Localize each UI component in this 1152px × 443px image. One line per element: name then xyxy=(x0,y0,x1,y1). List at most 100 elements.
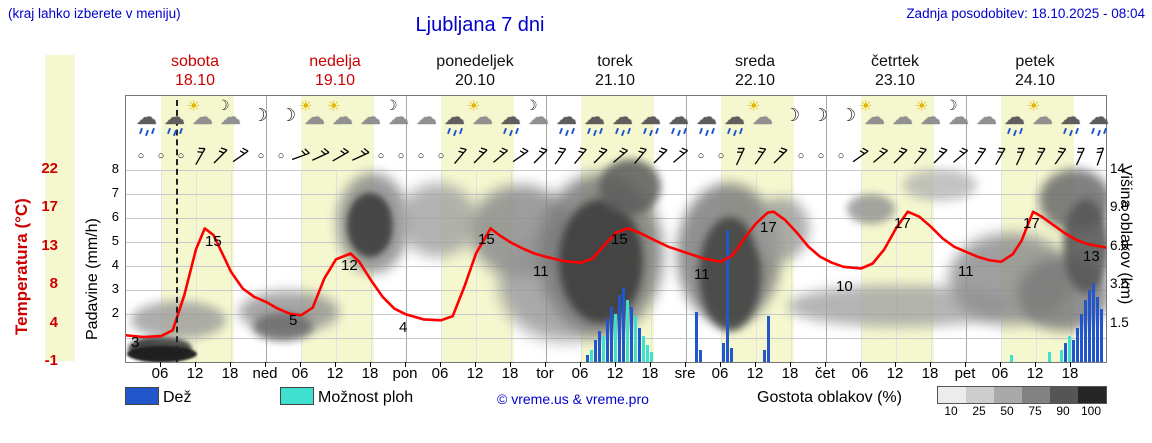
cloud-icon: ☁ xyxy=(413,97,441,143)
calm-wind-icon: ○ xyxy=(697,150,705,162)
moon-glyph: ☽ xyxy=(525,97,538,113)
rain-icon: ☁ xyxy=(693,97,721,143)
x-axis-tick-mark xyxy=(335,362,336,367)
wind-barb-icon xyxy=(910,146,932,168)
wind-barb-icon xyxy=(1068,144,1094,170)
x-axis-tick-mark xyxy=(440,362,441,367)
density-segment xyxy=(1078,387,1106,403)
temperature-value-label: 3 xyxy=(131,334,140,351)
sun-glyph: ☀ xyxy=(187,98,201,115)
wind-barb-glyph xyxy=(933,147,948,164)
x-axis-tick-label: čet xyxy=(814,365,835,382)
wind-barb-glyph xyxy=(735,147,745,166)
precipitation-tick-label: 2 xyxy=(111,305,119,320)
raindrop-glyph xyxy=(587,127,591,135)
density-tick-label: 75 xyxy=(1028,404,1042,418)
precipitation-tick-label: 6 xyxy=(111,209,119,224)
raindrop-glyph xyxy=(559,127,563,135)
raindrop-glyph xyxy=(655,127,659,135)
wind-barb-icon xyxy=(490,146,512,168)
precipitation-tick-label: 3 xyxy=(111,281,119,296)
temperature-value-label: 11 xyxy=(533,263,549,280)
temperature-tick-label: 8 xyxy=(49,275,58,293)
wind-barb-icon xyxy=(969,145,992,168)
wind-barb-icon xyxy=(189,145,213,169)
rain-bar xyxy=(610,306,613,362)
rain-icon: ☁ xyxy=(161,97,189,143)
cloud-glyph: ☁ xyxy=(444,106,465,129)
raindrop-glyph xyxy=(615,127,619,135)
cloud-glyph: ☁ xyxy=(668,106,689,129)
raindrop-glyph xyxy=(677,129,681,137)
sun-cloud-icon: ☀ ☁ xyxy=(467,97,497,143)
temperature-value-label: 11 xyxy=(958,263,974,280)
temperature-tick-label: -1 xyxy=(44,352,58,369)
x-axis-tick-label: 06 xyxy=(431,365,449,382)
x-axis-tick-mark xyxy=(1000,362,1001,367)
x-axis-tick-mark xyxy=(160,362,161,367)
raindrop-glyph xyxy=(727,127,731,135)
rain-icon: ☁ xyxy=(665,97,693,143)
day-name: sreda xyxy=(734,53,776,70)
temperature-value-label: 4 xyxy=(399,319,408,336)
rain-icon: ☁ xyxy=(609,97,637,143)
x-axis-tick-label: sre xyxy=(674,365,696,382)
cloud-glyph: ☁ xyxy=(164,106,185,129)
x-axis-tick-mark xyxy=(825,362,826,367)
rain-icon: ☁ xyxy=(497,97,525,143)
wind-barb-glyph xyxy=(953,147,969,163)
wind-barb-icon xyxy=(308,144,334,170)
calm-wind-icon: ○ xyxy=(137,150,145,162)
rain-bar xyxy=(1088,290,1091,362)
raindrop-glyph xyxy=(1097,129,1101,137)
sun-glyph: ☀ xyxy=(915,98,929,115)
wind-barb-glyph xyxy=(454,147,467,165)
wind-barb-icon xyxy=(1088,144,1115,171)
raindrop-glyph xyxy=(139,127,143,135)
rain-bar xyxy=(730,347,733,362)
now-marker-line xyxy=(175,100,178,362)
cloud-glyph: ☁ xyxy=(304,106,325,129)
wind-barb-glyph xyxy=(312,148,330,161)
x-axis-tick-label: 12 xyxy=(186,365,204,382)
temperature-value-label: 13 xyxy=(1083,248,1100,265)
raindrop-glyph xyxy=(173,129,177,137)
x-axis-tick-label: ned xyxy=(252,365,278,382)
density-segment xyxy=(1022,387,1050,403)
wind-barb-glyph xyxy=(673,147,689,163)
temperature-value-label: 15 xyxy=(611,231,628,248)
cloud-glyph: ☁ xyxy=(388,106,409,129)
wind-barb-icon xyxy=(570,146,592,168)
moon-icon: ☽ xyxy=(833,97,861,143)
cloud-glyph: ☁ xyxy=(640,106,661,129)
cloud-glyph: ☁ xyxy=(472,106,493,129)
x-axis-tick-label: 06 xyxy=(851,365,869,382)
wind-barb-icon xyxy=(950,146,972,168)
day-name: torek xyxy=(597,53,633,70)
sun-cloud-icon: ☀ ☁ xyxy=(859,97,889,143)
cloud-cover-blob xyxy=(347,193,393,257)
raindrop-glyph xyxy=(503,127,507,135)
rain-icon: ☁ xyxy=(441,97,469,143)
x-axis-tick-mark xyxy=(755,362,756,367)
rain-icon: ☁ xyxy=(1057,97,1085,143)
x-axis-tick-mark xyxy=(720,362,721,367)
density-tick-label: 50 xyxy=(1000,404,1014,418)
wind-barb-icon xyxy=(471,147,491,167)
rain-icon: ☁ xyxy=(133,97,161,143)
x-axis-tick-mark xyxy=(895,362,896,367)
wind-barb-glyph xyxy=(1015,147,1025,166)
calm-wind-icon: ○ xyxy=(257,150,265,162)
wind-barb-glyph xyxy=(893,147,908,164)
moon-cloud-icon: ☽ ☁ xyxy=(385,97,413,143)
x-axis-tick-mark xyxy=(580,362,581,367)
shower-bar xyxy=(1068,335,1071,362)
wind-barb-icon xyxy=(728,144,754,170)
wind-barb-glyph xyxy=(754,147,767,165)
cloud-cover-blob xyxy=(131,301,226,339)
precipitation-tick-label: 5 xyxy=(111,233,119,248)
raindrop-glyph xyxy=(145,129,149,137)
density-segment xyxy=(938,387,966,403)
cloud-cover-blob xyxy=(1063,199,1106,293)
